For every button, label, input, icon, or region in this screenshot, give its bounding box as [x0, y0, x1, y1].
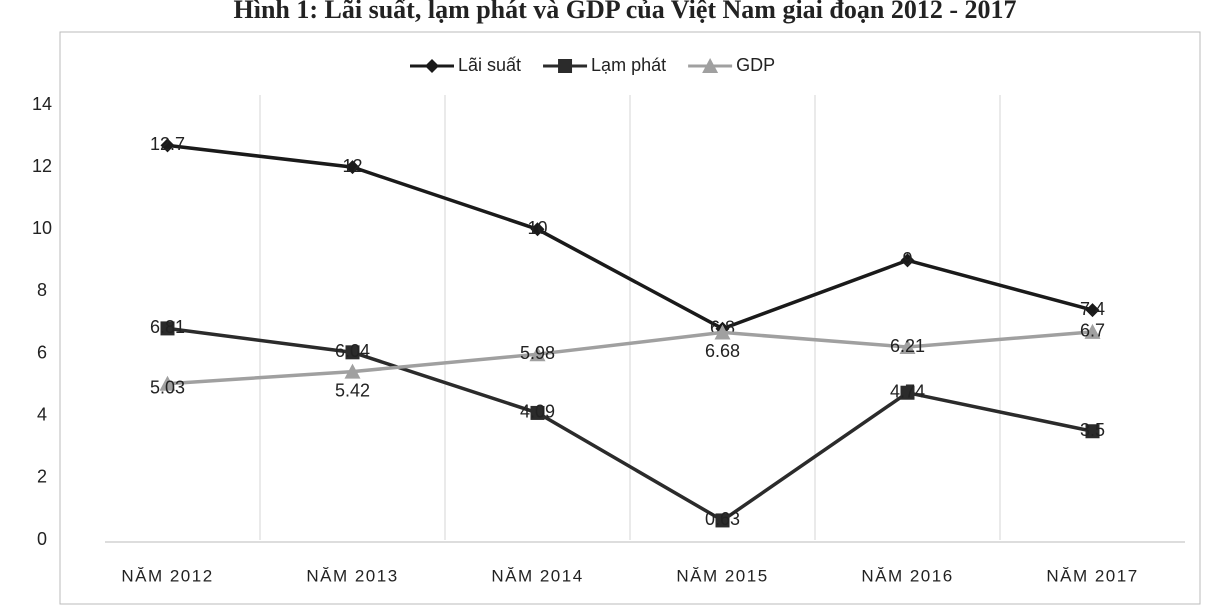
data-label: 7.4: [1080, 299, 1105, 319]
y-tick-label: 12: [32, 156, 52, 176]
y-tick-label: 14: [32, 94, 52, 114]
point-marker: [1085, 424, 1100, 439]
data-label: 6.04: [335, 341, 370, 361]
data-label: 12.7: [150, 134, 185, 154]
point-marker: [900, 385, 915, 400]
x-tick-label: NĂM 2013: [306, 566, 398, 585]
series-line: [167, 330, 1093, 386]
chart-title: Hình 1: Lãi suất, lạm phát và GDP của Vi…: [234, 0, 1017, 24]
data-label: 6.7: [1080, 321, 1105, 341]
data-label: 4.74: [890, 381, 925, 401]
data-label: 6.21: [890, 336, 925, 356]
legend-label: GDP: [736, 55, 775, 75]
point-marker: [715, 513, 730, 528]
y-tick-label: 0: [37, 529, 47, 549]
data-label: 6.81: [150, 317, 185, 337]
y-tick-label: 6: [37, 342, 47, 362]
x-tick-label: NĂM 2014: [491, 566, 583, 585]
y-tick-label: 2: [37, 467, 47, 487]
data-label: 12: [342, 156, 362, 176]
point-marker: [900, 253, 915, 268]
legend-marker: [425, 59, 439, 73]
point-marker: [160, 321, 175, 336]
x-tick-label: NĂM 2012: [121, 566, 213, 585]
data-label: 6.68: [705, 341, 740, 361]
point-marker: [529, 346, 546, 362]
data-label: 0.63: [705, 509, 740, 529]
point-marker: [530, 222, 545, 237]
series-line: [167, 143, 1093, 331]
y-tick-label: 4: [37, 404, 47, 424]
data-label: 5.98: [520, 343, 555, 363]
y-tick-label: 10: [32, 218, 52, 238]
point-marker: [345, 160, 360, 175]
point-marker: [899, 339, 916, 355]
data-label: 10: [527, 218, 547, 238]
point-marker: [1084, 323, 1101, 339]
data-label: 5.03: [150, 377, 185, 397]
x-tick-label: NĂM 2016: [861, 566, 953, 585]
point-marker: [160, 138, 175, 153]
series-line: [167, 326, 1093, 523]
point-marker: [345, 345, 360, 360]
point-marker: [1085, 303, 1100, 318]
point-marker: [714, 324, 731, 340]
point-marker: [530, 405, 545, 420]
data-label: 3.5: [1080, 420, 1105, 440]
legend-marker: [702, 58, 719, 73]
data-label: 9: [902, 249, 912, 269]
legend-marker: [558, 59, 573, 73]
legend-label: Lãi suất: [458, 55, 521, 75]
data-label: 5.42: [335, 380, 370, 400]
point-marker: [344, 363, 361, 379]
data-label: 4.09: [520, 402, 555, 422]
chart-frame: [59, 31, 1201, 605]
legend-label: Lạm phát: [591, 55, 666, 75]
y-tick-label: 8: [37, 280, 47, 300]
point-marker: [159, 375, 176, 391]
x-tick-label: NĂM 2017: [1046, 566, 1138, 585]
x-tick-label: NĂM 2015: [676, 566, 768, 585]
